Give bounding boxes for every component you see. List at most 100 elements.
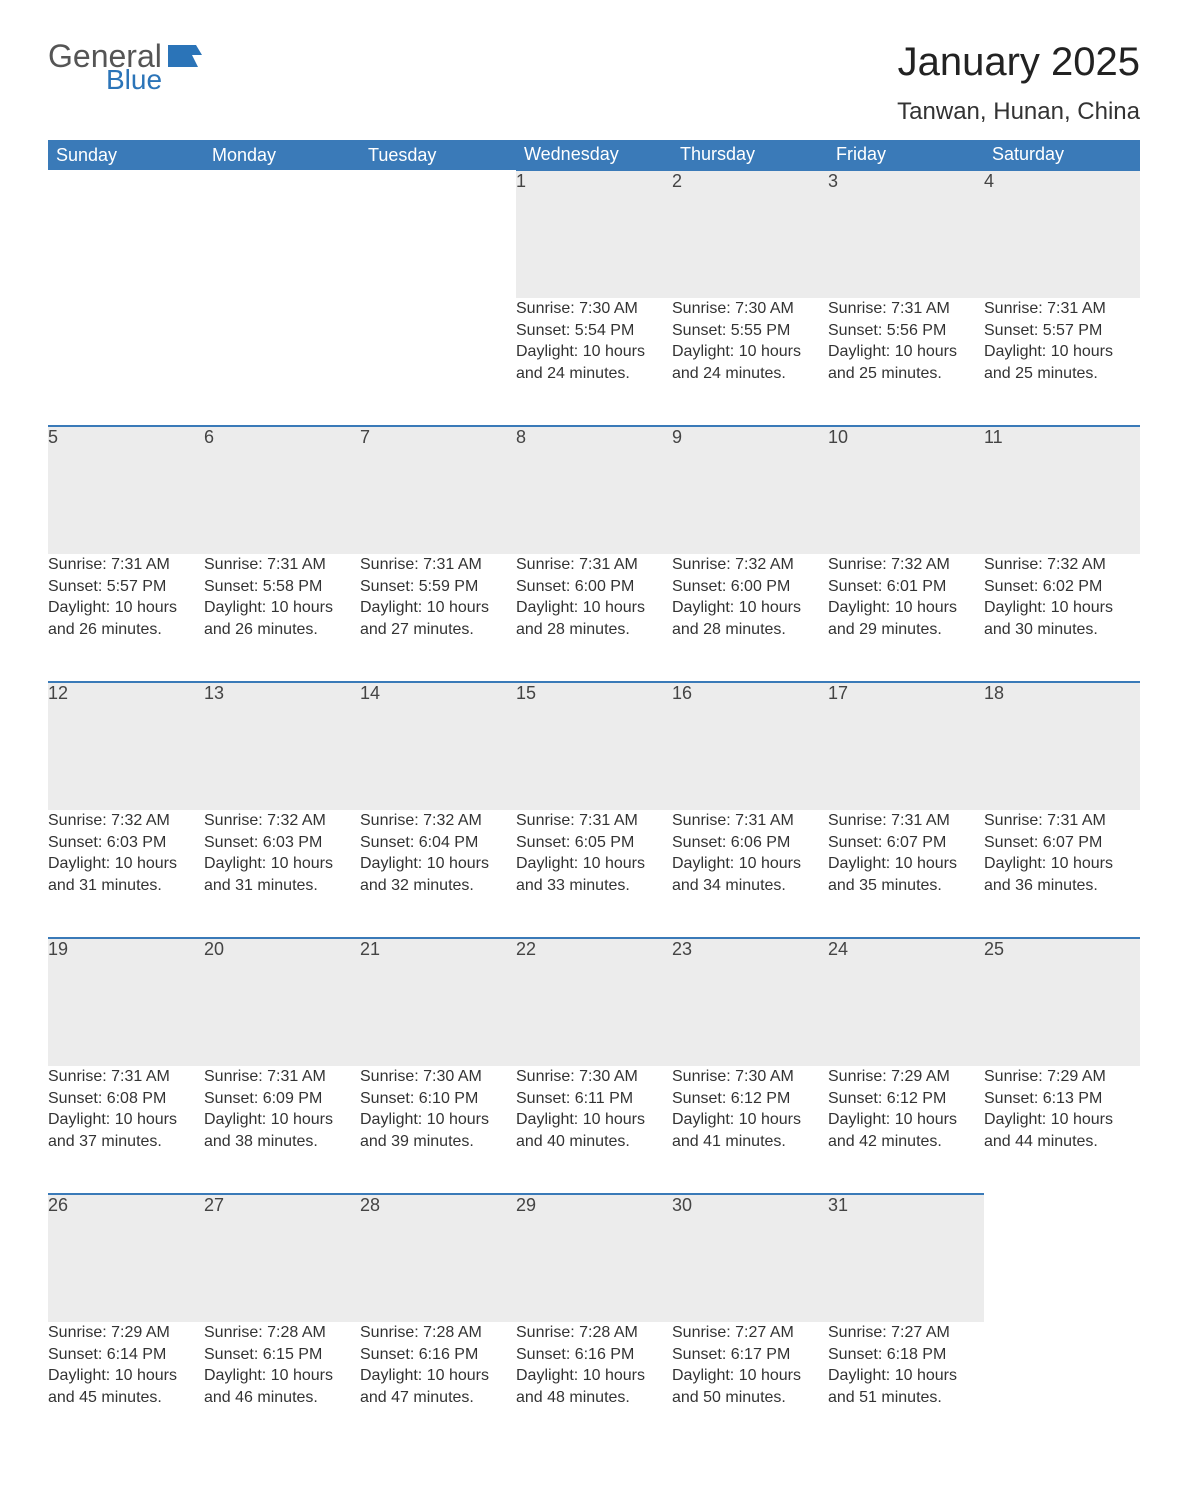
sunset-line: Sunset: 6:04 PM (360, 832, 516, 854)
sunset-line: Sunset: 5:57 PM (984, 320, 1140, 342)
day-number-cell: 19 (48, 938, 204, 1066)
sunrise-line: Sunrise: 7:31 AM (984, 810, 1140, 832)
daylight-line: Daylight: 10 hours and 24 minutes. (516, 341, 672, 384)
sunrise-line: Sunrise: 7:31 AM (828, 298, 984, 320)
day-content-cell: Sunrise: 7:31 AMSunset: 6:08 PMDaylight:… (48, 1066, 204, 1194)
sunset-line: Sunset: 6:18 PM (828, 1344, 984, 1366)
day-number-cell (984, 1194, 1140, 1322)
day-number-cell: 30 (672, 1194, 828, 1322)
daylight-line: Daylight: 10 hours and 41 minutes. (672, 1109, 828, 1152)
day-number-row: 19202122232425 (48, 938, 1140, 1066)
sunrise-line: Sunrise: 7:28 AM (516, 1322, 672, 1344)
day-number-cell: 3 (828, 170, 984, 298)
sunset-line: Sunset: 6:16 PM (360, 1344, 516, 1366)
daylight-line: Daylight: 10 hours and 32 minutes. (360, 853, 516, 896)
day-content-cell: Sunrise: 7:31 AMSunset: 5:57 PMDaylight:… (48, 554, 204, 682)
logo: General Blue (48, 40, 202, 94)
daylight-line: Daylight: 10 hours and 46 minutes. (204, 1365, 360, 1408)
sunrise-line: Sunrise: 7:29 AM (828, 1066, 984, 1088)
location-text: Tanwan, Hunan, China (48, 98, 1140, 126)
sunrise-line: Sunrise: 7:31 AM (516, 810, 672, 832)
daylight-line: Daylight: 10 hours and 30 minutes. (984, 597, 1140, 640)
sunrise-line: Sunrise: 7:27 AM (672, 1322, 828, 1344)
sunrise-line: Sunrise: 7:31 AM (984, 298, 1140, 320)
day-content-cell: Sunrise: 7:29 AMSunset: 6:13 PMDaylight:… (984, 1066, 1140, 1194)
sunset-line: Sunset: 6:17 PM (672, 1344, 828, 1366)
day-content-cell: Sunrise: 7:30 AMSunset: 6:12 PMDaylight:… (672, 1066, 828, 1194)
day-content-row: Sunrise: 7:32 AMSunset: 6:03 PMDaylight:… (48, 810, 1140, 938)
day-content-cell: Sunrise: 7:32 AMSunset: 6:03 PMDaylight:… (204, 810, 360, 938)
sunrise-line: Sunrise: 7:31 AM (516, 554, 672, 576)
day-number-cell: 23 (672, 938, 828, 1066)
day-number-cell: 8 (516, 426, 672, 554)
daylight-line: Daylight: 10 hours and 36 minutes. (984, 853, 1140, 896)
day-number-cell: 16 (672, 682, 828, 810)
sunset-line: Sunset: 5:55 PM (672, 320, 828, 342)
sunset-line: Sunset: 6:07 PM (828, 832, 984, 854)
sunset-line: Sunset: 6:05 PM (516, 832, 672, 854)
day-number-cell: 22 (516, 938, 672, 1066)
daylight-line: Daylight: 10 hours and 40 minutes. (516, 1109, 672, 1152)
sunrise-line: Sunrise: 7:28 AM (360, 1322, 516, 1344)
daylight-line: Daylight: 10 hours and 33 minutes. (516, 853, 672, 896)
daylight-line: Daylight: 10 hours and 31 minutes. (48, 853, 204, 896)
sunrise-line: Sunrise: 7:31 AM (672, 810, 828, 832)
day-number-cell: 28 (360, 1194, 516, 1322)
sunset-line: Sunset: 6:01 PM (828, 576, 984, 598)
day-number-cell: 21 (360, 938, 516, 1066)
weekday-header: Thursday (672, 140, 828, 170)
sunset-line: Sunset: 6:06 PM (672, 832, 828, 854)
day-number-cell: 27 (204, 1194, 360, 1322)
sunrise-line: Sunrise: 7:32 AM (672, 554, 828, 576)
day-number-cell: 26 (48, 1194, 204, 1322)
daylight-line: Daylight: 10 hours and 24 minutes. (672, 341, 828, 384)
sunset-line: Sunset: 6:15 PM (204, 1344, 360, 1366)
day-content-cell: Sunrise: 7:30 AMSunset: 5:54 PMDaylight:… (516, 298, 672, 426)
day-number-cell: 31 (828, 1194, 984, 1322)
sunset-line: Sunset: 5:58 PM (204, 576, 360, 598)
day-number-row: 1234 (48, 170, 1140, 298)
day-content-cell: Sunrise: 7:30 AMSunset: 5:55 PMDaylight:… (672, 298, 828, 426)
day-number-cell: 24 (828, 938, 984, 1066)
day-number-cell: 25 (984, 938, 1140, 1066)
logo-text-blue: Blue (106, 66, 202, 94)
sunset-line: Sunset: 6:02 PM (984, 576, 1140, 598)
day-content-cell: Sunrise: 7:31 AMSunset: 6:07 PMDaylight:… (984, 810, 1140, 938)
daylight-line: Daylight: 10 hours and 45 minutes. (48, 1365, 204, 1408)
daylight-line: Daylight: 10 hours and 50 minutes. (672, 1365, 828, 1408)
daylight-line: Daylight: 10 hours and 44 minutes. (984, 1109, 1140, 1152)
sunset-line: Sunset: 6:12 PM (828, 1088, 984, 1110)
sunset-line: Sunset: 6:13 PM (984, 1088, 1140, 1110)
sunrise-line: Sunrise: 7:32 AM (360, 810, 516, 832)
day-number-cell: 1 (516, 170, 672, 298)
sunrise-line: Sunrise: 7:29 AM (984, 1066, 1140, 1088)
weekday-header: Saturday (984, 140, 1140, 170)
day-number-row: 12131415161718 (48, 682, 1140, 810)
day-content-cell: Sunrise: 7:28 AMSunset: 6:15 PMDaylight:… (204, 1322, 360, 1450)
day-content-cell: Sunrise: 7:30 AMSunset: 6:10 PMDaylight:… (360, 1066, 516, 1194)
day-content-cell: Sunrise: 7:31 AMSunset: 6:07 PMDaylight:… (828, 810, 984, 938)
weekday-header-row: SundayMondayTuesdayWednesdayThursdayFrid… (48, 140, 1140, 170)
day-content-cell: Sunrise: 7:31 AMSunset: 6:09 PMDaylight:… (204, 1066, 360, 1194)
daylight-line: Daylight: 10 hours and 28 minutes. (516, 597, 672, 640)
day-number-cell: 29 (516, 1194, 672, 1322)
page-title: January 2025 (898, 40, 1140, 85)
day-content-cell: Sunrise: 7:31 AMSunset: 5:56 PMDaylight:… (828, 298, 984, 426)
calendar-table: SundayMondayTuesdayWednesdayThursdayFrid… (48, 140, 1140, 1450)
sunset-line: Sunset: 6:00 PM (672, 576, 828, 598)
sunrise-line: Sunrise: 7:32 AM (48, 810, 204, 832)
day-content-row: Sunrise: 7:31 AMSunset: 6:08 PMDaylight:… (48, 1066, 1140, 1194)
day-content-cell: Sunrise: 7:31 AMSunset: 6:06 PMDaylight:… (672, 810, 828, 938)
sunset-line: Sunset: 5:54 PM (516, 320, 672, 342)
day-number-row: 262728293031 (48, 1194, 1140, 1322)
day-content-cell (48, 298, 204, 426)
sunset-line: Sunset: 6:16 PM (516, 1344, 672, 1366)
sunrise-line: Sunrise: 7:32 AM (204, 810, 360, 832)
daylight-line: Daylight: 10 hours and 29 minutes. (828, 597, 984, 640)
sunset-line: Sunset: 5:59 PM (360, 576, 516, 598)
sunset-line: Sunset: 6:03 PM (48, 832, 204, 854)
day-number-cell: 18 (984, 682, 1140, 810)
sunrise-line: Sunrise: 7:29 AM (48, 1322, 204, 1344)
sunset-line: Sunset: 6:11 PM (516, 1088, 672, 1110)
day-number-cell: 6 (204, 426, 360, 554)
